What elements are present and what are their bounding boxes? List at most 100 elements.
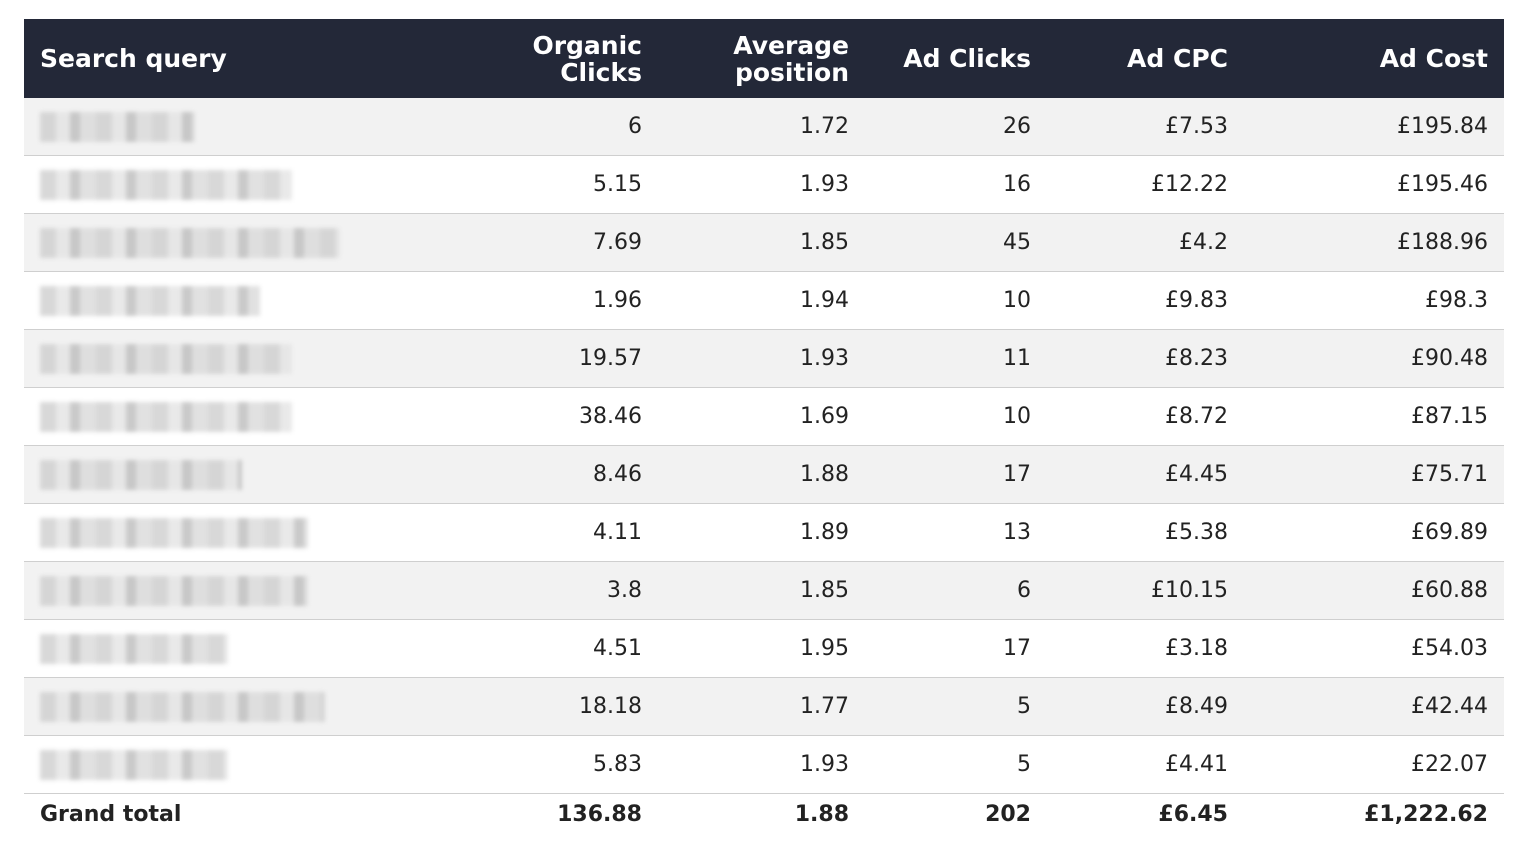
column-header[interactable]: Organic Clicks [500,19,658,98]
value-cell: 17 [865,619,1047,678]
total-row: Grand total 136.88 1.88 202 £6.45 £1,222.62 [24,793,1504,834]
value-cell: £87.15 [1244,387,1504,446]
table-row[interactable]: 8.46 1.88 17 £4.45 £75.71 [24,445,1504,504]
value-cell: 38.46 [500,387,658,446]
table-row[interactable]: 19.57 1.93 11 £8.23 £90.48 [24,329,1504,388]
header-label: Ad CPC [1127,44,1228,73]
table-row[interactable]: 4.51 1.95 17 £3.18 £54.03 [24,619,1504,678]
query-cell [24,677,500,736]
column-header[interactable]: Search query [24,19,500,98]
value-cell: 4.51 [500,619,658,678]
value-cell: 1.94 [658,271,865,330]
value-cell: 26 [865,98,1047,156]
query-cell [24,619,500,678]
table-row[interactable]: 5.15 1.93 16 £12.22 £195.46 [24,155,1504,214]
value-cell: 1.77 [658,677,865,736]
table-row[interactable]: 5.83 1.93 5 £4.41 £22.07 [24,735,1504,794]
table-row[interactable]: 3.8 1.85 6 £10.15 £60.88 [24,561,1504,620]
value-cell: £195.46 [1244,155,1504,214]
value-cell: 6 [500,98,658,156]
value-cell: £75.71 [1244,445,1504,504]
value-cell: 3.8 [500,561,658,620]
value-cell: £60.88 [1244,561,1504,620]
value-cell: 18.18 [500,677,658,736]
value-cell: 19.57 [500,329,658,388]
redacted-query [40,285,260,316]
value-cell: 1.93 [658,329,865,388]
header-label: Ad Cost [1379,44,1488,73]
redacted-query [40,343,292,374]
value-cell: £69.89 [1244,503,1504,562]
table-body: 6 1.72 26 £7.53 £195.84 5.15 1.93 16 £12.22 £195.… [24,98,1504,834]
value-cell: £4.45 [1047,445,1244,504]
value-cell: 1.95 [658,619,865,678]
value-cell: £10.15 [1047,561,1244,620]
query-cell [24,271,500,330]
total-value: £1,222.62 [1244,793,1504,834]
table-row[interactable]: 1.96 1.94 10 £9.83 £98.3 [24,271,1504,330]
header-label: Search query [40,44,227,73]
table-row[interactable]: 4.11 1.89 13 £5.38 £69.89 [24,503,1504,562]
value-cell: £3.18 [1047,619,1244,678]
query-cell [24,98,500,156]
value-cell: 45 [865,213,1047,272]
table-row[interactable]: 6 1.72 26 £7.53 £195.84 [24,98,1504,156]
total-value: 1.88 [658,793,865,834]
query-cell [24,503,500,562]
value-cell: 5.83 [500,735,658,794]
value-cell: 4.11 [500,503,658,562]
value-cell: £8.72 [1047,387,1244,446]
table-row[interactable]: 7.69 1.85 45 £4.2 £188.96 [24,213,1504,272]
value-cell: 11 [865,329,1047,388]
total-label: Grand total [24,793,500,834]
value-cell: £7.53 [1047,98,1244,156]
value-cell: 6 [865,561,1047,620]
table-row[interactable]: 18.18 1.77 5 £8.49 £42.44 [24,677,1504,736]
value-cell: 7.69 [500,213,658,272]
value-cell: £22.07 [1244,735,1504,794]
value-cell: 1.85 [658,213,865,272]
value-cell: 1.85 [658,561,865,620]
value-cell: 10 [865,387,1047,446]
redacted-query [40,111,195,142]
value-cell: 16 [865,155,1047,214]
redacted-query [40,575,308,606]
value-cell: 5.15 [500,155,658,214]
table-header: Search query Organic Clicks Average positi… [24,19,1504,98]
redacted-query [40,749,228,780]
value-cell: 17 [865,445,1047,504]
query-cell [24,329,500,388]
value-cell: £9.83 [1047,271,1244,330]
redacted-query [40,633,228,664]
total-value: £6.45 [1047,793,1244,834]
value-cell: 1.93 [658,735,865,794]
column-header[interactable]: Average position [658,19,865,98]
value-cell: 1.69 [658,387,865,446]
value-cell: 1.88 [658,445,865,504]
column-header[interactable]: Ad Cost [1244,19,1504,98]
header-row: Search query Organic Clicks Average positi… [24,19,1504,98]
value-cell: £188.96 [1244,213,1504,272]
redacted-query [40,169,292,200]
value-cell: 5 [865,735,1047,794]
value-cell: 1.89 [658,503,865,562]
value-cell: £4.2 [1047,213,1244,272]
redacted-query [40,401,292,432]
total-value: 136.88 [500,793,658,834]
query-cell [24,561,500,620]
query-cell [24,735,500,794]
value-cell: £98.3 [1244,271,1504,330]
value-cell: £4.41 [1047,735,1244,794]
value-cell: 8.46 [500,445,658,504]
table-row[interactable]: 38.46 1.69 10 £8.72 £87.15 [24,387,1504,446]
column-header[interactable]: Ad Clicks [865,19,1047,98]
query-cell [24,445,500,504]
redacted-query [40,691,325,722]
header-label: Organic Clicks [532,30,642,87]
column-header[interactable]: Ad CPC [1047,19,1244,98]
value-cell: £8.23 [1047,329,1244,388]
value-cell: 5 [865,677,1047,736]
query-cell [24,387,500,446]
value-cell: £8.49 [1047,677,1244,736]
